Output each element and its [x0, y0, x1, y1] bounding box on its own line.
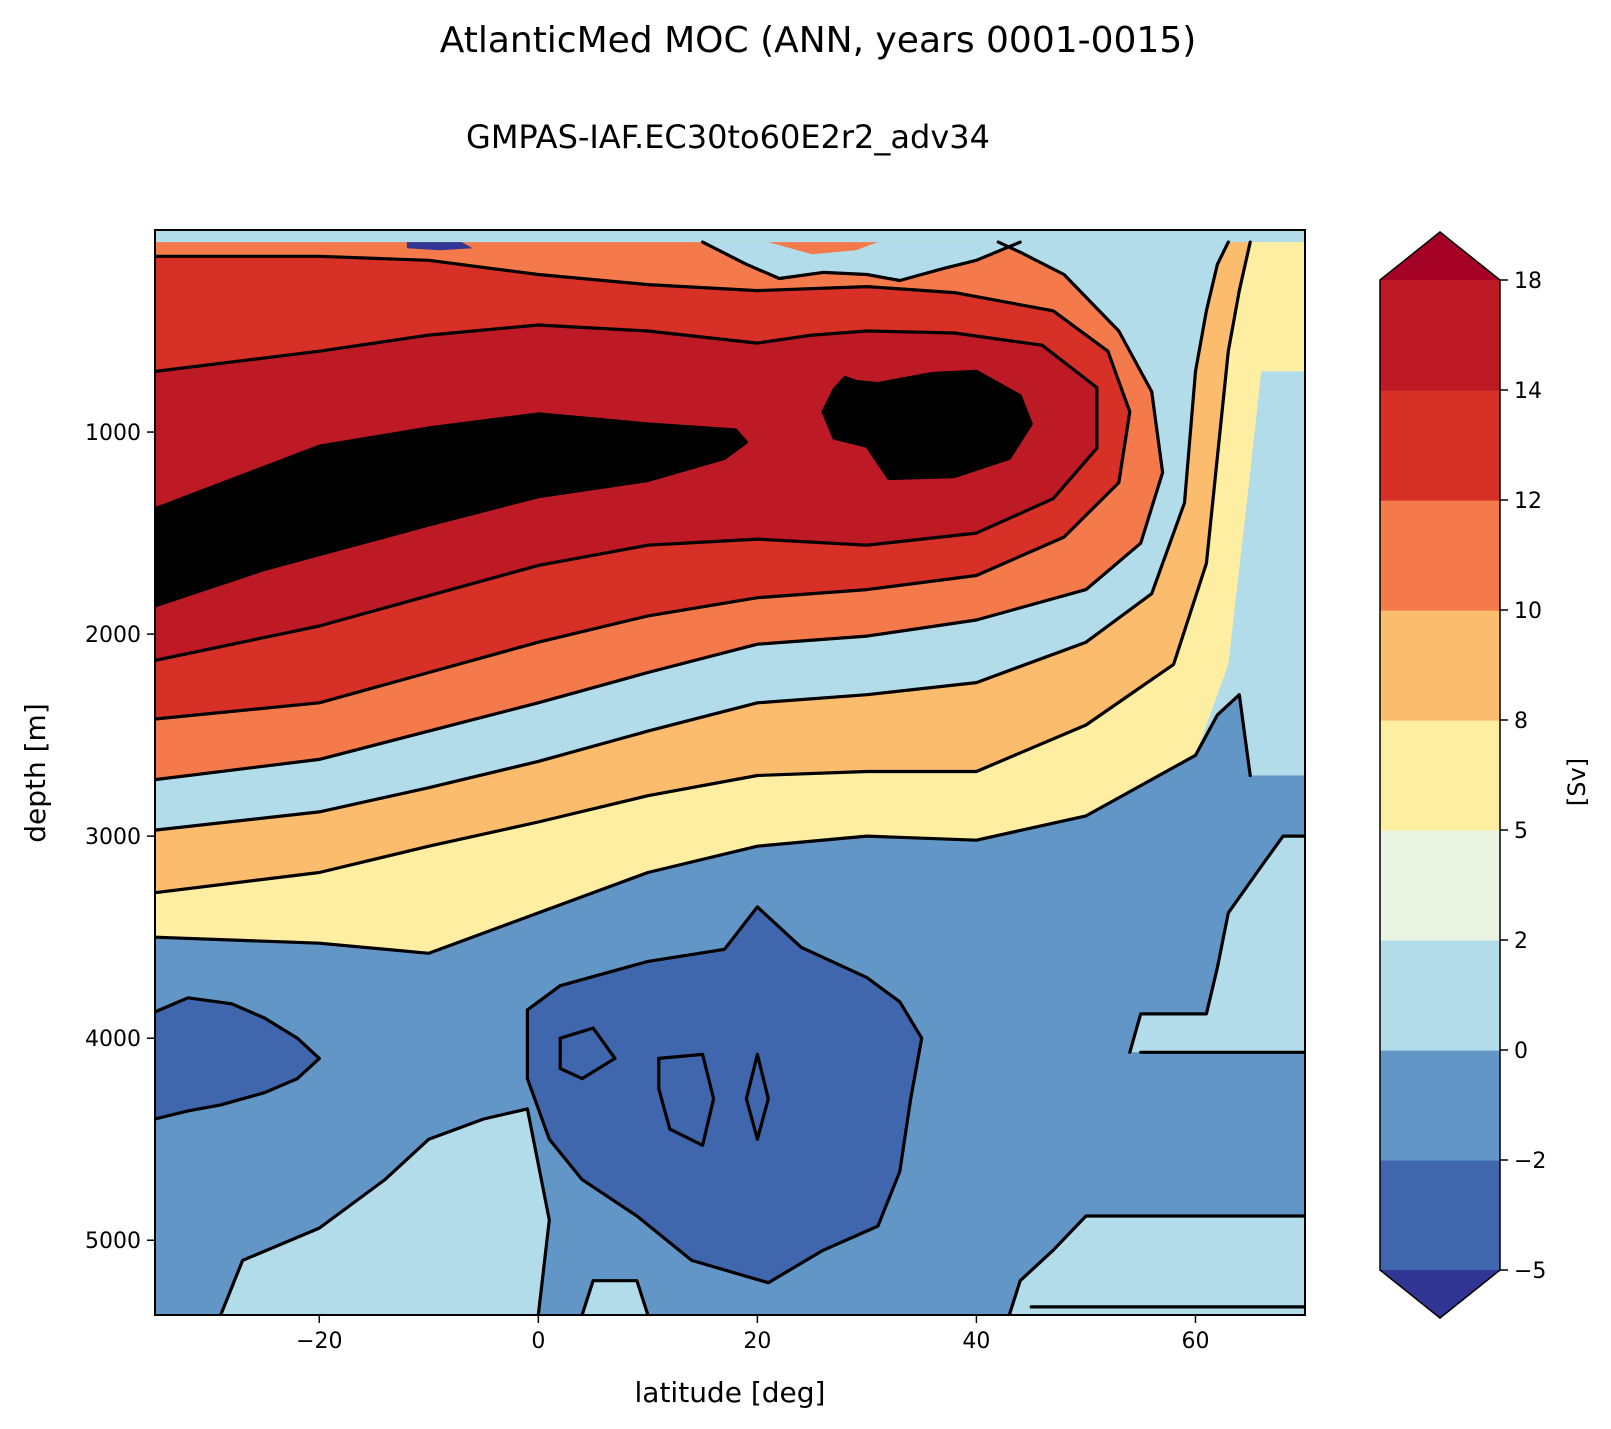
contour-line-11 [657, 1052, 716, 1147]
x-tick-label: 40 [962, 1329, 990, 1354]
plot-frame [154, 229, 1306, 1316]
colorbar-segment [1380, 280, 1500, 391]
y-axis-label: depth [m] [19, 703, 52, 843]
colorbar-under-arrow [1380, 1270, 1500, 1318]
colorbar-segment [1380, 1160, 1500, 1271]
y-tick-label: 5000 [85, 1229, 141, 1254]
contour-line-0 [155, 693, 1252, 955]
colorbar-segment [1380, 1050, 1500, 1161]
x-tick-label: 20 [743, 1329, 771, 1354]
contour-region-15 [527, 906, 922, 1283]
contour-line-6 [155, 412, 749, 608]
y-tick-label: 4000 [85, 1027, 141, 1052]
y-tick-label: 1000 [85, 421, 141, 446]
contour-region-8 [702, 242, 1021, 281]
contour-line-12 [744, 1052, 770, 1141]
colorbar-segment [1380, 500, 1500, 611]
chart-title: AtlanticMed MOC (ANN, years 0001-0015) [440, 20, 1197, 61]
colorbar-tick-label: 18 [1514, 269, 1542, 294]
contour-line-8 [700, 240, 1022, 283]
colorbar-tick-label: 0 [1514, 1039, 1528, 1064]
contour-line-14 [219, 1107, 551, 1315]
colorbar-tick-label: 8 [1514, 709, 1528, 734]
contour-line-7 [821, 369, 1033, 481]
contour-region-7 [823, 371, 1032, 479]
contour-line-4 [155, 254, 1132, 721]
contour-region-16 [406, 242, 473, 251]
colorbar-over-arrow [1380, 232, 1500, 280]
colorbar-segment [1380, 940, 1500, 1051]
x-axis-label: latitude [deg] [635, 1376, 826, 1409]
contour-line-16 [1128, 834, 1305, 1054]
y-tick-label: 2000 [85, 623, 141, 648]
contour-line-10 [525, 905, 924, 1285]
contour-lines [155, 240, 1305, 1315]
x-tick-label: 60 [1181, 1329, 1209, 1354]
chart-subtitle: GMPAS-IAF.EC30to60E2r2_adv34 [466, 118, 990, 156]
contour-line-13 [558, 1026, 617, 1081]
contour-region-11 [1009, 1216, 1305, 1315]
x-tick-label: 0 [531, 1329, 545, 1354]
colorbar-tick-label: −5 [1514, 1259, 1546, 1284]
colorbar-segment [1380, 390, 1500, 501]
contour-region-10 [155, 1108, 550, 1315]
contour-region-2 [155, 242, 1251, 893]
contour-line-1 [155, 240, 1252, 895]
colorbar-tick-label: 2 [1514, 929, 1528, 954]
contour-line-2 [155, 240, 1230, 832]
colorbar-tick-label: 14 [1514, 379, 1542, 404]
contour-line-3 [155, 240, 1165, 782]
contour-region-13 [582, 1280, 648, 1315]
plot-area [154, 229, 1306, 1316]
contour-region-12 [1129, 836, 1305, 1053]
contour-line-9 [155, 996, 321, 1121]
colorbar-segment [1380, 720, 1500, 831]
colorbar-tick-label: 10 [1514, 599, 1542, 624]
colorbar-segment [1380, 830, 1500, 941]
colorbar-tick-label: 5 [1514, 819, 1528, 844]
colorbar-tick-label: −2 [1514, 1149, 1546, 1174]
y-tick-label: 3000 [85, 825, 141, 850]
contour-line-5 [155, 323, 1099, 663]
colorbar: −5 −2 0 2 5 8 10 12 14 18 [1379, 231, 1546, 1319]
y-axis: 1000 2000 3000 4000 5000 [85, 421, 155, 1254]
colorbar-segment [1380, 610, 1500, 721]
contour-line-18 [580, 1279, 650, 1315]
colorbar-label: [Sv] [1563, 758, 1591, 806]
colorbar-tick-label: 12 [1514, 489, 1542, 514]
x-tick-label: −20 [296, 1329, 342, 1354]
x-axis: −20 0 20 40 60 [296, 1315, 1209, 1354]
contour-line-15 [1007, 1214, 1305, 1315]
contour-region-1 [155, 242, 1305, 954]
